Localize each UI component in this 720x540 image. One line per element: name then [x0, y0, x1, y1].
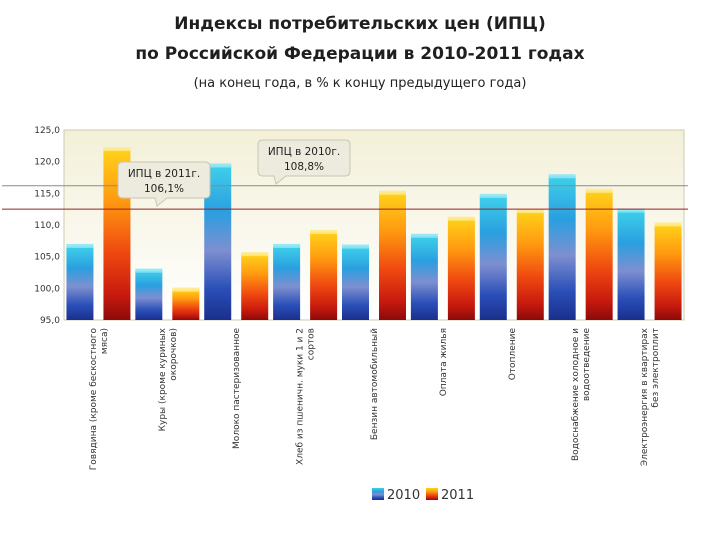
x-category-label: Говядина (кроме бескостного мяса) [89, 328, 110, 471]
x-category-label: Бензин автомобильный [370, 328, 380, 440]
bar-cap-2011-8 [654, 222, 682, 227]
x-category-label: Отопление [508, 328, 518, 381]
bar-cap-2010-6 [479, 193, 507, 198]
bar-2010-4 [342, 246, 369, 320]
bar-2011-1 [172, 289, 200, 320]
x-category-line: Хлеб из пшеничн. муки 1 и 2 [296, 328, 306, 465]
bar-2011-6 [516, 211, 544, 320]
chart-title-line2: по Российской Федерации в 2010-2011 года… [135, 44, 585, 64]
x-category-line: окорочков) [169, 328, 179, 381]
x-category-line: Отопление [508, 328, 518, 381]
x-category-line: сортов [307, 328, 317, 360]
y-tick-label: 110,0 [34, 221, 60, 231]
bar-cap-2011-1 [172, 287, 200, 292]
x-category-line: Молоко пастеризованное [232, 328, 242, 449]
bar-cap-2010-2 [204, 163, 232, 168]
callout-cpi-2011-bubble [117, 161, 211, 207]
bar-2010-0 [66, 245, 94, 320]
x-category-line: мяса) [100, 328, 110, 354]
x-category-line: Водоснабжение холодное и [571, 328, 581, 461]
y-tick-label: 120,0 [34, 158, 60, 168]
bar-2010-3 [273, 245, 301, 320]
legend-label-2011: 2011 [441, 488, 474, 503]
legend-label-2010: 2010 [387, 488, 420, 503]
bar-cap-2010-7 [548, 174, 576, 179]
bar-cap-2011-4 [379, 190, 406, 195]
x-category-line: без электроплит [651, 328, 661, 408]
x-category-line: Куры (кроме куриных [158, 327, 168, 431]
bar-2011-2 [241, 254, 269, 320]
bar-2010-6 [479, 195, 507, 320]
bar-2010-1 [135, 270, 163, 320]
bar-2010-7 [548, 176, 576, 320]
bar-cap-2011-5 [447, 216, 475, 221]
callout-cpi-2010-value: 108,8% [284, 161, 324, 173]
bar-cap-2010-3 [273, 243, 301, 248]
bar-2010-5 [410, 235, 438, 320]
chart-title-line1: Индексы потребительских цен (ИПЦ) [174, 14, 546, 34]
bar-cap-2010-0 [66, 243, 94, 248]
bar-cap-2011-2 [241, 252, 269, 257]
callout-cpi-2011-label: ИПЦ в 2011г. [128, 168, 200, 180]
bar-2011-3 [310, 231, 338, 320]
bar-2011-8 [654, 224, 682, 320]
bar-cap-2011-7 [585, 188, 613, 193]
x-category-label: Куры (кроме куриных окорочков) [158, 327, 179, 431]
bar-cap-2011-3 [310, 229, 338, 234]
bar-cap-2011-6 [516, 209, 544, 214]
bar-2011-7 [585, 190, 613, 320]
bar-cap-2011-0 [103, 147, 131, 151]
legend-swatch-2010 [372, 488, 384, 500]
bar-2011-5 [447, 218, 475, 320]
chart-subtitle: (на конец года, в % к концу предыдущего … [193, 76, 527, 91]
callout-cpi-2010-label: ИПЦ в 2010г. [268, 146, 340, 158]
x-category-label: Оплата жилья [439, 328, 449, 396]
y-tick-label: 100,0 [34, 284, 60, 294]
x-category-line: Электроэнергия в квартирах [640, 327, 650, 466]
bar-cap-2010-4 [342, 244, 369, 249]
y-tick-label: 105,0 [34, 253, 60, 263]
x-category-label: Электроэнергия в квартирах без электропли… [640, 327, 661, 466]
y-tick-label: 95,0 [40, 316, 60, 326]
legend-swatch-2011 [426, 488, 438, 500]
bar-cap-2010-5 [410, 233, 438, 238]
y-tick-label: 125,0 [34, 126, 60, 136]
bar-cap-2010-8 [617, 208, 645, 213]
x-category-label: Молоко пастеризованное [232, 328, 242, 449]
x-category-line: водоотведение [582, 328, 592, 402]
y-tick-label: 115,0 [34, 189, 60, 199]
bar-cap-2010-1 [135, 268, 163, 273]
x-category-label: Хлеб из пшеничн. муки 1 и 2 сортов [296, 328, 317, 465]
x-category-line: Бензин автомобильный [370, 328, 380, 440]
x-category-line: Говядина (кроме бескостного [89, 328, 99, 471]
bar-2010-8 [617, 210, 645, 320]
x-category-label: Водоснабжение холодное и водоотведение [571, 328, 592, 461]
x-category-line: Оплата жилья [439, 328, 449, 396]
bar-2011-4 [379, 192, 406, 320]
callout-cpi-2011-value: 106,1% [144, 183, 184, 195]
callout-cpi-2010-bubble [257, 139, 351, 185]
